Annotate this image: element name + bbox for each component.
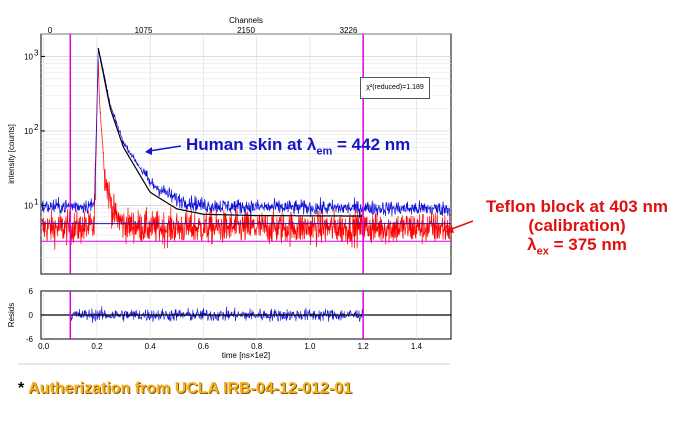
x-axis-title: time [ns×1e2] xyxy=(222,351,270,360)
x-tick-label: 0.2 xyxy=(91,342,103,351)
teflon-annotation-sub: ex xyxy=(536,245,549,258)
teflon-annotation-line1: Teflon block at 403 nm xyxy=(485,197,668,216)
x-tick-label: 0.8 xyxy=(251,342,263,351)
residual-y-tick-label: -6 xyxy=(26,335,34,344)
x-tick-label: 0.0 xyxy=(38,342,50,351)
cursor-lines xyxy=(41,34,451,274)
x-tick-label: 0.4 xyxy=(145,342,157,351)
skin-arrow xyxy=(148,145,182,152)
residual-y-tick-label: 6 xyxy=(29,287,34,296)
y-tick-exponent: 3 xyxy=(34,48,39,57)
residual-series-group xyxy=(41,291,451,339)
decay-plot-frame xyxy=(40,33,452,275)
residual-axis-ticks: 0.0 0.2 0.4 0.6 0.8 1.0 1.2 1.4 6 0 -6 xyxy=(26,287,423,351)
decay-series-group xyxy=(41,47,451,250)
teflon-arrowhead xyxy=(445,226,454,233)
teflon-annotation-line3: λex = 375 nm xyxy=(470,235,684,261)
top-axis-tick-label: 1075 xyxy=(135,26,153,35)
residual-series-line xyxy=(70,306,364,324)
x-tick-label: 1.4 xyxy=(411,342,423,351)
y-tick-label: 10 xyxy=(24,201,33,210)
residual-y-axis-title: Resids xyxy=(7,303,16,327)
y-tick-label: 10 xyxy=(24,127,33,136)
teflon-series-line xyxy=(41,59,451,250)
skin-annotation-sub: em xyxy=(316,145,333,158)
top-axis-tick-label: 3226 xyxy=(340,26,358,35)
teflon-annotation-suffix: = 375 nm xyxy=(548,235,627,254)
residual-y-tick-label: 0 xyxy=(29,311,34,320)
footer-text: Autherization from UCLA IRB-04-12-012-01 xyxy=(28,380,352,397)
skin-annotation: Human skin at λem = 442 nm xyxy=(186,135,410,157)
x-tick-label: 1.2 xyxy=(358,342,370,351)
x-tick-label: 0.6 xyxy=(198,342,210,351)
footer-note: * Autherization from UCLA IRB-04-12-012-… xyxy=(18,380,352,398)
teflon-arrow xyxy=(448,220,474,231)
skin-arrowhead xyxy=(145,147,152,155)
fit-series-line xyxy=(97,47,363,217)
teflon-annotation-lambda: λ xyxy=(527,235,537,254)
top-axis-title: Channels xyxy=(229,16,263,25)
footer-star: * xyxy=(18,380,25,397)
skin-annotation-lambda: λ xyxy=(306,135,317,154)
y-tick-exponent: 2 xyxy=(34,123,39,132)
teflon-annotation: Teflon block at 403 nm (calibration) λex… xyxy=(470,197,684,261)
skin-annotation-suffix: = 442 nm xyxy=(332,135,411,154)
top-axis-tick-label: 2150 xyxy=(237,26,255,35)
top-axis-tick-label: 0 xyxy=(48,26,53,35)
x-tick-label: 1.0 xyxy=(304,342,316,351)
y-tick-label: 10 xyxy=(24,52,33,61)
fit-statistic-box: χ²(reduced)=1.189 xyxy=(360,77,430,99)
y-axis-title: intensity [counts] xyxy=(7,124,16,184)
teflon-annotation-line2: (calibration) xyxy=(528,216,626,235)
y-tick-exponent: 1 xyxy=(34,197,39,206)
skin-annotation-prefix: Human skin at xyxy=(186,135,307,154)
